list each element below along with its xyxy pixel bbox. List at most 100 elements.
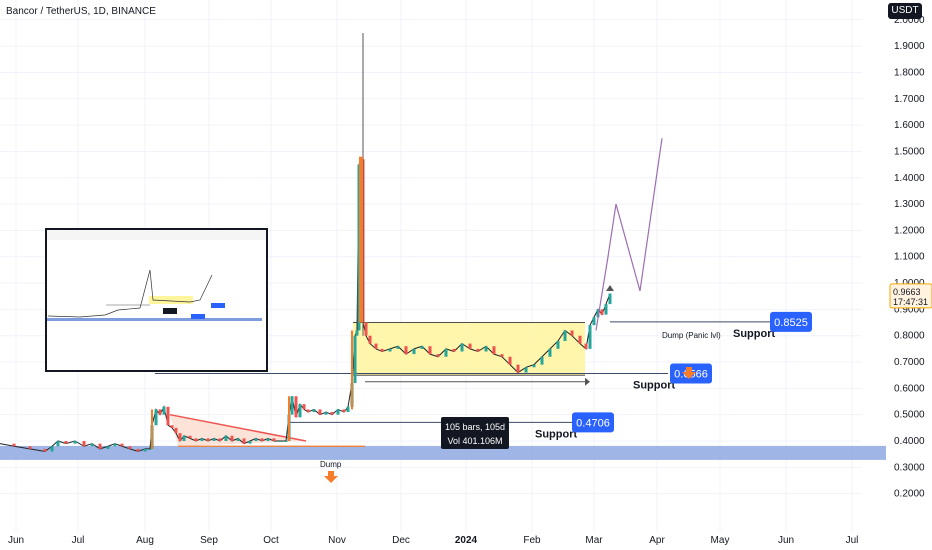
candle — [298, 404, 302, 418]
candle — [128, 446, 132, 449]
x-tick-label: Jun — [8, 535, 24, 546]
candle — [90, 443, 94, 447]
inset-label — [191, 314, 205, 319]
x-tick-label: Oct — [263, 535, 279, 546]
y-tick-label: 1.1000 — [894, 252, 925, 263]
candle — [230, 435, 234, 441]
currency-button[interactable]: USDT — [888, 3, 922, 19]
support-label: Support — [633, 379, 675, 391]
projection-path — [595, 138, 663, 331]
candle — [578, 335, 582, 344]
candle — [548, 348, 552, 357]
candle — [178, 433, 182, 441]
y-axis: 0.2000 0.3000 0.4000 0.5000 0.6000 0.7000 0.80… — [889, 15, 932, 500]
dump-arrow — [324, 471, 338, 483]
candle — [508, 356, 512, 365]
inset-thumbnail — [45, 228, 268, 372]
annotations: Support0.8525Support0.6566Support0.4706D… — [320, 311, 812, 483]
candle — [136, 448, 140, 452]
candle — [396, 346, 400, 349]
measure-arrow-head — [585, 377, 590, 386]
candle — [608, 293, 612, 305]
last-price-countdown: 17:47:31 — [893, 297, 928, 307]
candle — [272, 438, 276, 441]
triangle-resistance-line — [169, 413, 307, 442]
candle — [306, 409, 310, 413]
zones — [0, 322, 886, 460]
candle — [12, 443, 16, 447]
measure-box — [441, 417, 509, 449]
measure-volume: Vol 401.106M — [447, 436, 502, 446]
candle — [355, 330, 359, 336]
y-tick-label: 2.0000 — [894, 15, 925, 26]
inset-measure-box — [163, 308, 177, 314]
candle — [98, 443, 102, 449]
dump-label: Dump — [320, 460, 342, 469]
candle — [254, 438, 258, 441]
inset-header — [47, 230, 266, 240]
candle — [290, 396, 294, 415]
x-tick-label: Sep — [200, 535, 218, 546]
measure-bars: 105 bars, 105d — [445, 422, 505, 432]
candle — [353, 335, 357, 384]
dump-panic-label: Dump (Panic lvl) — [662, 331, 721, 340]
support-levels — [155, 321, 770, 423]
candle — [468, 343, 472, 349]
y-tick-label: 0.5000 — [894, 410, 925, 421]
candle — [524, 367, 528, 373]
candle — [342, 409, 346, 413]
candle — [484, 346, 488, 352]
candle — [294, 396, 298, 418]
x-tick-label: Dec — [392, 535, 410, 546]
candle — [158, 409, 162, 415]
last-price-badge — [889, 283, 932, 309]
dump-panic-arrow — [682, 367, 696, 379]
candle — [492, 346, 496, 355]
candle — [412, 348, 416, 355]
candle — [600, 309, 604, 315]
candle — [236, 438, 240, 441]
candle — [242, 438, 246, 444]
candle — [318, 409, 322, 415]
candle — [444, 348, 448, 357]
candle — [460, 343, 464, 352]
x-tick-label: Mar — [585, 535, 603, 546]
x-tick-label: Feb — [523, 535, 541, 546]
candle — [174, 427, 178, 434]
candle — [336, 409, 340, 415]
candle — [166, 406, 170, 426]
candle — [248, 441, 252, 444]
candle — [266, 438, 270, 441]
x-tick-label: Jul — [72, 535, 85, 546]
candle — [516, 364, 520, 373]
price-series — [0, 32, 663, 453]
candle — [452, 348, 456, 352]
y-tick-label: 1.4000 — [894, 173, 925, 184]
candle — [364, 322, 368, 336]
candle — [224, 435, 228, 441]
y-tick-label: 1.3000 — [894, 199, 925, 210]
candle — [278, 441, 282, 442]
y-tick-label: 0.2000 — [894, 489, 925, 500]
candle — [592, 317, 596, 326]
support-value-badge — [572, 412, 614, 433]
candle — [106, 446, 110, 449]
candle — [556, 340, 560, 349]
y-tick-label: 0.9000 — [894, 304, 925, 315]
y-tick-label: 1.8000 — [894, 67, 925, 78]
inset-range-box — [149, 296, 193, 304]
inset-price-line — [47, 269, 213, 318]
candle — [200, 438, 204, 441]
y-tick-label: 1.5000 — [894, 146, 925, 157]
candle — [436, 354, 440, 357]
candle — [500, 354, 504, 357]
x-axis: Jun Jul Aug Sep Oct Nov Dec 2024 Feb Mar Apr May Jun… — [8, 535, 858, 546]
candle — [162, 406, 166, 415]
candle — [540, 356, 544, 365]
inset-support-band — [47, 318, 262, 321]
candle — [570, 330, 574, 336]
y-tick-label: 1.6000 — [894, 120, 925, 131]
candle — [170, 425, 174, 428]
candle — [260, 438, 264, 441]
